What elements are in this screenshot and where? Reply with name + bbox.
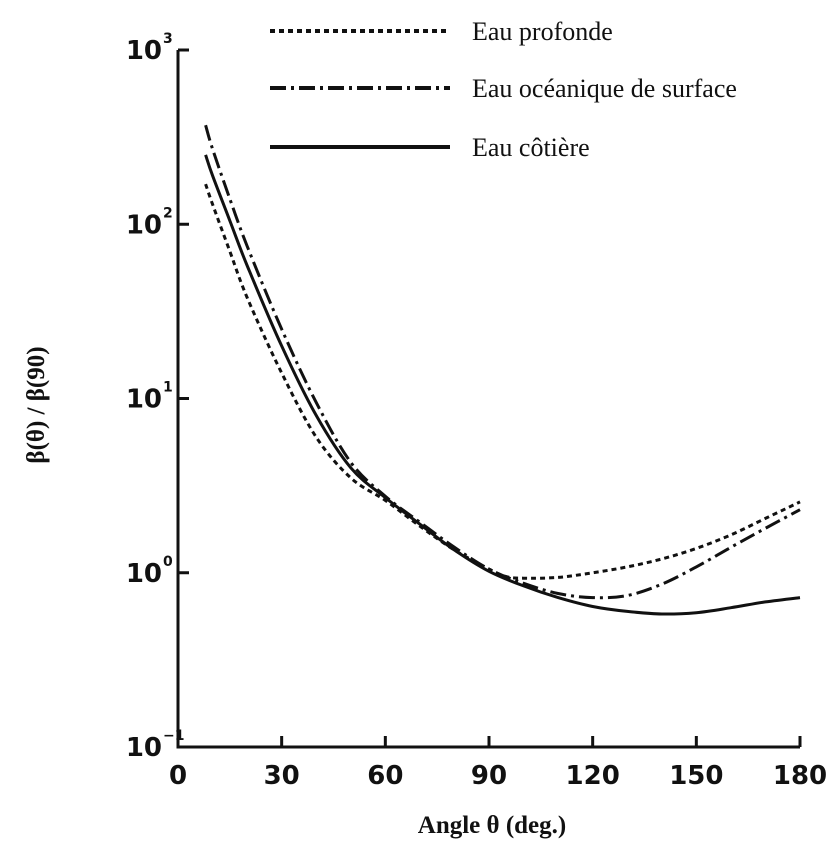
y-tick-label: 10 bbox=[126, 559, 162, 589]
y-tick-exponent: −1 bbox=[163, 728, 184, 744]
x-tick-label: 120 bbox=[566, 761, 620, 791]
series-line-dash-dot bbox=[204, 124, 801, 600]
legend-label: Eau profonde bbox=[472, 17, 613, 46]
x-tick-label: 60 bbox=[367, 761, 403, 791]
y-tick-label: 10 bbox=[126, 210, 162, 240]
y-axis-title: β(θ) / β(90) bbox=[23, 346, 50, 463]
x-tick-label: 150 bbox=[669, 761, 723, 791]
y-tick-exponent: 3 bbox=[163, 31, 173, 47]
y-tick-label: 10 bbox=[126, 733, 162, 763]
series-line-dotted bbox=[204, 183, 801, 580]
y-tick-exponent: 0 bbox=[163, 554, 173, 570]
x-axis-title: Angle θ (deg.) bbox=[418, 812, 566, 839]
x-tick-label: 30 bbox=[264, 761, 300, 791]
series-line-solid bbox=[204, 154, 801, 616]
legend-label: Eau océanique de surface bbox=[472, 74, 737, 103]
x-axis-ticks: 0 30 60 90 120 150 180 bbox=[169, 736, 827, 791]
y-tick-exponent: 1 bbox=[163, 380, 173, 396]
y-tick-label: 10 bbox=[126, 385, 162, 415]
x-tick-label: 0 bbox=[169, 761, 187, 791]
x-tick-label: 90 bbox=[471, 761, 507, 791]
series-layer bbox=[204, 124, 801, 616]
y-tick-label: 10 bbox=[126, 36, 162, 66]
legend: Eau profonde Eau océanique de surface Eau … bbox=[270, 17, 737, 162]
x-tick-label: 180 bbox=[773, 761, 827, 791]
legend-label: Eau côtière bbox=[472, 133, 590, 162]
y-tick-exponent: 2 bbox=[163, 205, 173, 221]
